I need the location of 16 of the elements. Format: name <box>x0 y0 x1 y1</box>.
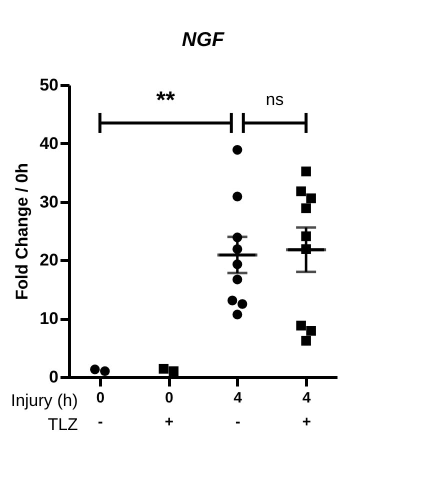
text: TLZ <box>48 415 78 434</box>
y-tick-label: 20 <box>40 250 58 270</box>
y-tick-label: 40 <box>40 134 58 153</box>
x-tick-label: 4 - <box>234 390 243 430</box>
annotation: ns <box>266 90 284 109</box>
x-tick-label: 4 + <box>302 390 312 430</box>
y-tick-label: 30 <box>40 192 58 212</box>
annotation: ** <box>156 86 176 114</box>
x-tick-label: 0 + <box>164 390 174 430</box>
text: Injury (h) <box>10 391 78 410</box>
x-tick-label: 0 - <box>96 390 105 430</box>
y-tick-label: 0 <box>49 368 58 386</box>
y-tick-label: 50 <box>40 76 58 94</box>
chart-title: NGF <box>182 29 225 51</box>
y-axis-title: Fold Change / 0h <box>12 163 32 300</box>
y-tick-label: 10 <box>40 309 58 328</box>
